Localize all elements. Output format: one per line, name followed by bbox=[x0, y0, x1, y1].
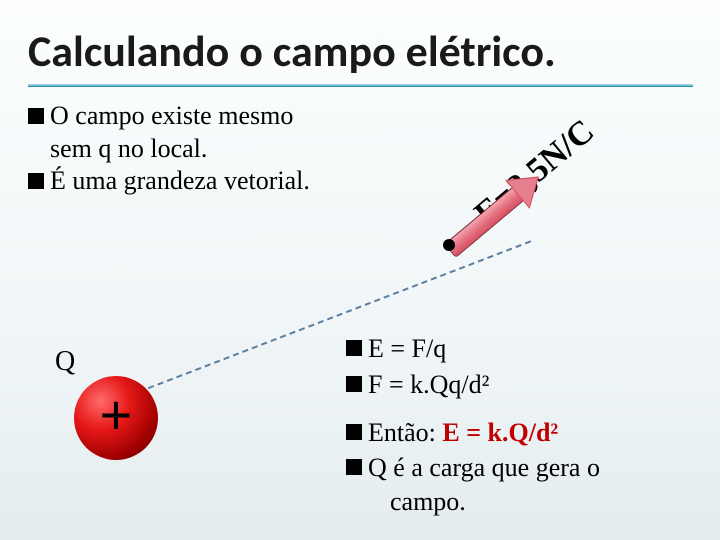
note-text-cont: campo. bbox=[390, 487, 466, 516]
plus-icon: + bbox=[100, 387, 133, 443]
bullet-text: O campo existe mesmo bbox=[50, 101, 293, 130]
field-point-dot bbox=[443, 239, 455, 251]
square-bullet-icon bbox=[346, 424, 362, 440]
bullet-item: É uma grandeza vetorial. bbox=[28, 165, 310, 198]
square-bullet-icon bbox=[346, 376, 362, 392]
bullet-item: F = k.Qq/d² bbox=[346, 368, 600, 402]
bullet-text: É uma grandeza vetorial. bbox=[50, 165, 310, 198]
result-equation: E = k.Q/d² bbox=[442, 418, 558, 447]
positive-charge: + bbox=[74, 376, 158, 460]
bullet-text-cont: sem q no local. bbox=[50, 134, 207, 163]
note-text: Q é a carga que gera o bbox=[368, 453, 600, 482]
slide-title: Calculando o campo elétrico. bbox=[28, 24, 556, 78]
square-bullet-icon bbox=[346, 459, 362, 475]
right-bullet-list: E = F/q F = k.Qq/d² Então: E = k.Q/d² Q … bbox=[346, 332, 600, 521]
square-bullet-icon bbox=[28, 108, 44, 124]
bullet-item: Então: E = k.Q/d² bbox=[346, 416, 600, 450]
charge-label-q: Q bbox=[55, 346, 75, 378]
bullet-item: O campo existe mesmo sem q no local. bbox=[28, 100, 310, 165]
equation-text: F = k.Qq/d² bbox=[368, 368, 489, 402]
bullet-item: Q é a carga que gera o campo. bbox=[346, 451, 600, 519]
square-bullet-icon bbox=[346, 340, 362, 356]
left-bullet-list: O campo existe mesmo sem q no local. É u… bbox=[28, 100, 310, 198]
square-bullet-icon bbox=[28, 173, 44, 189]
equation-text: E = F/q bbox=[368, 332, 446, 366]
title-underline bbox=[28, 84, 693, 87]
then-label: Então: bbox=[368, 418, 442, 447]
bullet-item: E = F/q bbox=[346, 332, 600, 366]
